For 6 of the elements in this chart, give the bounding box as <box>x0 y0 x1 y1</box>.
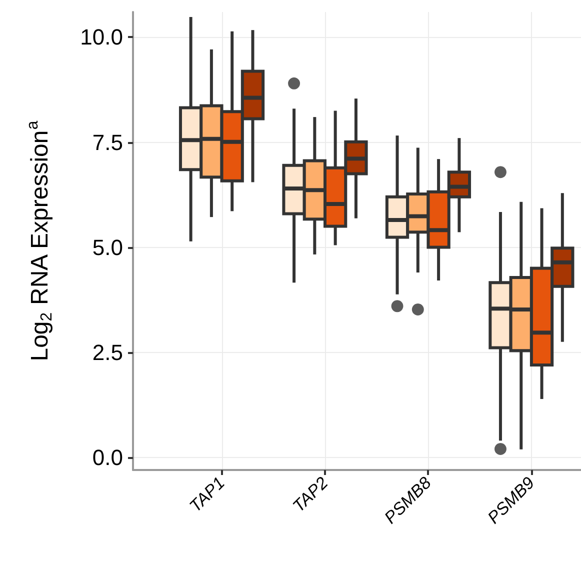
y-tick-label: 5.0 <box>92 234 123 260</box>
y-axis-title: Log2 RNA Expressiona <box>24 120 56 362</box>
y-tick-label: 0.0 <box>92 444 123 470</box>
y-tick-label: 10.0 <box>80 24 123 50</box>
y-tick-label: 7.5 <box>92 130 123 155</box>
y-tick-label: 2.5 <box>92 340 123 365</box>
